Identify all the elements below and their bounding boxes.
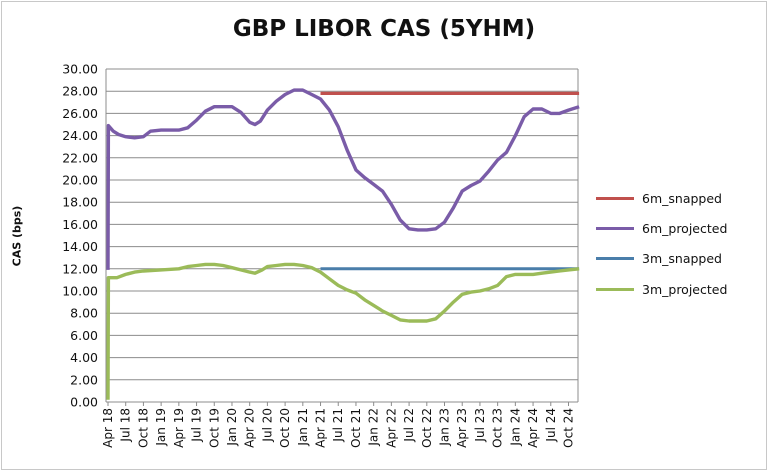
legend-item-3m-projected: 3m_projected: [596, 281, 727, 297]
y-tick-label: 2.00: [70, 372, 98, 387]
legend-label: 6m_snapped: [642, 190, 722, 206]
series-line-6m-projected: [106, 88, 580, 270]
legend-swatch: [596, 256, 634, 260]
legend-swatch: [596, 287, 634, 291]
x-tick-label: Oct 24: [561, 408, 575, 448]
x-tick-label: Apr 18: [101, 408, 115, 448]
legend-item-6m-projected: 6m_projected: [596, 220, 727, 236]
y-tick-label: 22.00: [62, 150, 98, 165]
legend-swatch: [596, 226, 634, 230]
x-tick-label: Jan 23: [438, 408, 452, 447]
y-tick-label: 12.00: [62, 261, 98, 276]
x-tick-label: Jul 23: [473, 408, 487, 443]
y-tick-label: 28.00: [62, 84, 98, 99]
y-tick-label: 6.00: [70, 328, 98, 343]
legend-label: 3m_projected: [642, 281, 728, 297]
x-tick-label: Oct 21: [349, 408, 363, 448]
legend-item-3m-snapped: 3m_snapped: [596, 250, 722, 266]
legend-swatch: [596, 196, 634, 200]
x-tick-label: Apr 19: [172, 408, 186, 448]
x-tick-label: Apr 21: [314, 408, 328, 448]
x-tick-label: Apr 23: [455, 408, 469, 448]
legend-label: 6m_projected: [642, 220, 728, 236]
series-line-3m-projected: [106, 262, 580, 400]
x-tick-label: Jan 20: [225, 408, 239, 447]
y-tick-label: 18.00: [62, 195, 98, 210]
x-tick-label: Jan 21: [296, 408, 310, 447]
x-tick-label: Oct 18: [136, 408, 150, 448]
y-tick-label: 0.00: [70, 395, 98, 410]
x-tick-label: Apr 24: [526, 408, 540, 448]
chart-title: GBP LIBOR CAS (5YHM): [232, 16, 536, 42]
y-tick-label: 16.00: [62, 217, 98, 232]
x-tick-label: Jul 21: [331, 408, 345, 443]
x-tick-label: Jul 18: [119, 408, 133, 443]
x-tick-label: Jan 24: [508, 408, 522, 447]
legend-label: 3m_snapped: [642, 250, 722, 266]
y-tick-label: 10.00: [62, 284, 98, 299]
x-tick-label: Jul 19: [190, 408, 204, 443]
x-tick-label: Oct 22: [420, 408, 434, 448]
x-tick-label: Jan 22: [367, 408, 381, 447]
y-tick-label: 20.00: [62, 173, 98, 188]
x-tick-label: Oct 19: [207, 408, 221, 448]
y-tick-label: 8.00: [70, 306, 98, 321]
y-tick-label: 30.00: [62, 62, 98, 77]
x-tick-label: Jul 24: [544, 408, 558, 443]
y-tick-label: 24.00: [62, 128, 98, 143]
x-tick-label: Apr 20: [243, 408, 257, 448]
y-tick-label: 14.00: [62, 239, 98, 254]
x-tick-label: Oct 20: [278, 408, 292, 448]
y-tick-label: 26.00: [62, 106, 98, 121]
x-tick-label: Jul 20: [260, 408, 274, 443]
legend-item-6m-snapped: 6m_snapped: [596, 190, 722, 206]
y-tick-label: 4.00: [70, 350, 98, 365]
x-tick-label: Jul 22: [402, 408, 416, 443]
x-tick-label: Jan 19: [154, 408, 168, 447]
x-tick-label: Oct 23: [491, 408, 505, 448]
x-tick-label: Apr 22: [384, 408, 398, 448]
